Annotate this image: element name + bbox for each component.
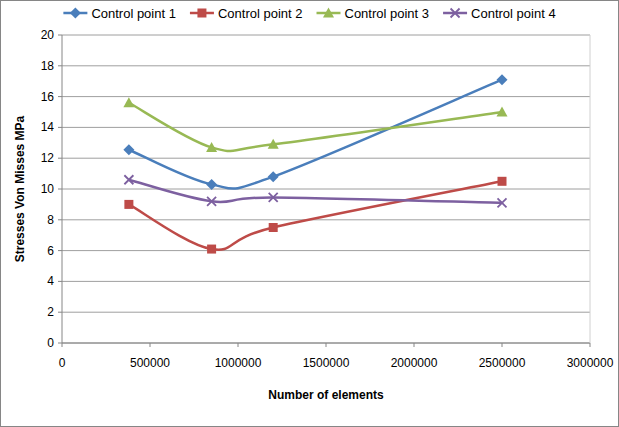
x-tick xyxy=(502,343,503,347)
y-tick-label: 6 xyxy=(47,244,54,258)
y-tick xyxy=(58,189,62,190)
y-axis xyxy=(62,35,63,343)
grid-line xyxy=(62,219,590,220)
x-tick xyxy=(590,343,591,347)
series-line xyxy=(129,103,502,151)
point-marker xyxy=(268,139,279,149)
point-marker xyxy=(207,197,216,206)
y-tick xyxy=(58,250,62,251)
grid-line xyxy=(62,35,590,36)
y-tick xyxy=(58,281,62,282)
y-tick xyxy=(58,219,62,220)
y-tick xyxy=(58,158,62,159)
chart-border xyxy=(1,1,619,427)
legend-label: Control point 3 xyxy=(345,6,430,21)
y-tick-label: 16 xyxy=(41,90,55,104)
point-marker xyxy=(268,171,279,182)
legend-marker xyxy=(451,9,460,18)
y-tick-label: 10 xyxy=(41,182,55,196)
y-tick-label: 20 xyxy=(41,28,55,42)
y-tick-label: 12 xyxy=(41,151,55,165)
x-tick-label: 1000000 xyxy=(215,356,262,370)
grid-line xyxy=(62,250,590,251)
legend-marker xyxy=(323,8,334,18)
plot-frame xyxy=(590,35,591,343)
x-tick-label: 500000 xyxy=(130,356,170,370)
x-tick-label: 0 xyxy=(59,356,66,370)
point-marker xyxy=(498,177,507,186)
point-marker xyxy=(207,245,216,254)
grid-line xyxy=(62,312,590,313)
chart: 0 2 4 6 8 10 12 14 16 18 20 0 500000 1000000 1500000 20… xyxy=(0,0,619,427)
y-tick xyxy=(58,127,62,128)
legend-label: Control point 2 xyxy=(218,6,303,21)
point-marker xyxy=(498,198,507,207)
grid-line xyxy=(62,189,590,190)
y-tick xyxy=(58,35,62,36)
x-tick-label: 1500000 xyxy=(303,356,350,370)
x-tick xyxy=(414,343,415,347)
legend-item: Control point 3 xyxy=(317,6,430,21)
point-marker xyxy=(497,107,508,117)
point-marker xyxy=(206,142,217,152)
legend-marker xyxy=(197,9,206,18)
point-marker xyxy=(269,223,278,232)
y-tick-label: 14 xyxy=(41,120,55,134)
legend-item: Control point 2 xyxy=(190,6,303,21)
legend: Control point 1 Control point 2 Control po… xyxy=(63,6,555,21)
grid-line xyxy=(62,65,590,66)
legend-marker xyxy=(70,8,81,19)
x-tick-label: 2500000 xyxy=(479,356,526,370)
x-tick-label: 3000000 xyxy=(567,356,614,370)
point-marker xyxy=(123,97,134,107)
grid-line xyxy=(62,281,590,282)
x-tick xyxy=(326,343,327,347)
point-marker xyxy=(497,74,508,85)
point-marker xyxy=(123,144,134,155)
y-tick-label: 8 xyxy=(47,213,54,227)
legend-item: Control point 4 xyxy=(443,6,556,21)
legend-item: Control point 1 xyxy=(63,6,176,21)
plot-area xyxy=(123,74,507,253)
legend-label: Control point 1 xyxy=(91,6,176,21)
series-line xyxy=(129,180,502,203)
legend-label: Control point 4 xyxy=(471,6,556,21)
y-tick-label: 0 xyxy=(47,336,54,350)
y-tick xyxy=(58,343,62,344)
x-axis-title: Number of elements xyxy=(268,388,384,402)
point-marker xyxy=(124,200,133,209)
point-marker xyxy=(206,179,217,190)
y-tick xyxy=(58,96,62,97)
series-line xyxy=(129,80,502,189)
x-tick xyxy=(238,343,239,347)
y-axis-title: Stresses Von Misses MPa xyxy=(13,115,27,262)
x-tick xyxy=(150,343,151,347)
point-marker xyxy=(124,175,133,184)
y-tick-label: 2 xyxy=(47,305,54,319)
grid-line xyxy=(62,96,590,97)
x-axis xyxy=(62,343,590,344)
y-tick xyxy=(58,312,62,313)
grid-line xyxy=(62,127,590,128)
point-marker xyxy=(269,193,278,202)
x-tick xyxy=(62,343,63,347)
grid-line xyxy=(62,158,590,159)
y-tick xyxy=(58,65,62,66)
y-tick-label: 18 xyxy=(41,59,55,73)
series-line xyxy=(129,181,502,249)
x-tick-label: 2000000 xyxy=(391,356,438,370)
grid-line xyxy=(62,343,590,344)
y-tick-label: 4 xyxy=(47,274,54,288)
